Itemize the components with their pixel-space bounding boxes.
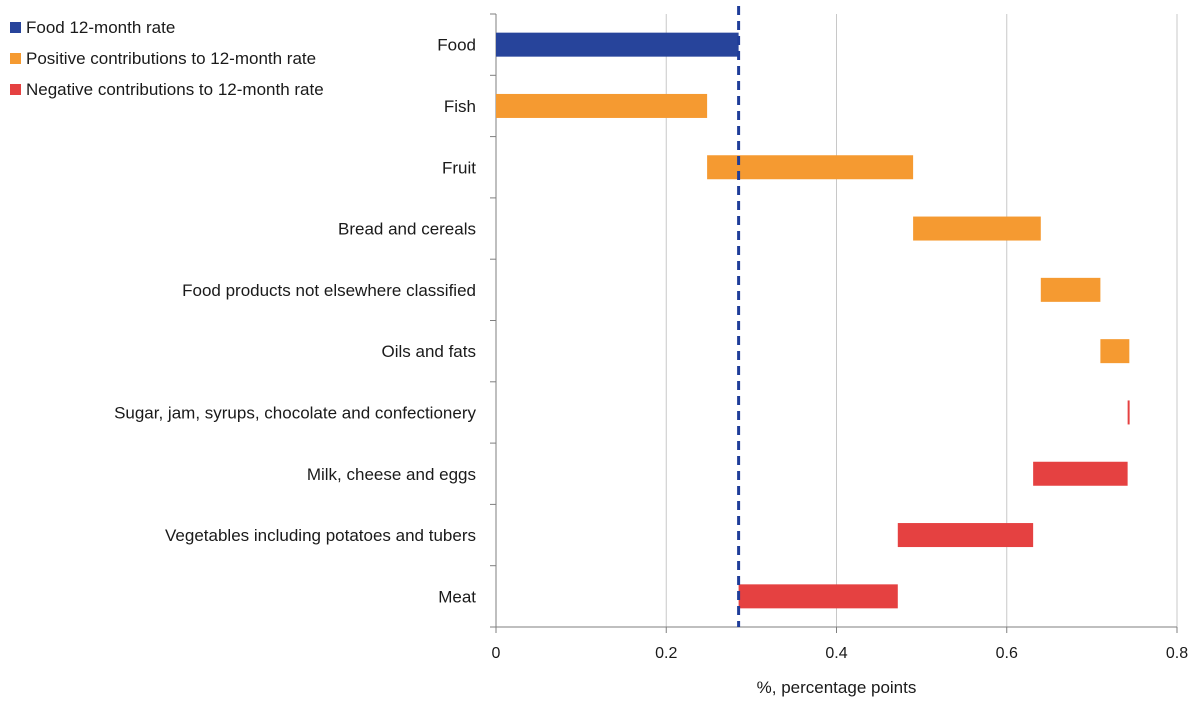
category-label: Food products not elsewhere classified (182, 281, 476, 300)
category-label: Milk, cheese and eggs (307, 465, 476, 484)
bar-food-products-not-elsewhere-classified (1040, 277, 1101, 302)
bar-fruit (707, 155, 914, 180)
category-label: Food (437, 36, 476, 55)
x-axis-title: %, percentage points (757, 678, 917, 697)
category-label: Sugar, jam, syrups, chocolate and confec… (114, 403, 476, 422)
category-label: Fruit (442, 158, 476, 177)
legend-swatch-positive (10, 53, 21, 64)
bar-fish (496, 93, 708, 118)
x-tick-label: 0.4 (825, 645, 847, 662)
category-label: Meat (438, 587, 476, 606)
category-label: Vegetables including potatoes and tubers (165, 526, 476, 545)
legend-item-positive: Positive contributions to 12-month rate (10, 43, 324, 74)
bar-bread-and-cereals (913, 216, 1041, 241)
chart-legend: Food 12-month rate Positive contribution… (10, 12, 324, 105)
category-label: Fish (444, 97, 476, 116)
bar-meat (738, 584, 898, 609)
legend-item-negative: Negative contributions to 12-month rate (10, 74, 324, 105)
bar-vegetables-including-potatoes-and-tubers (897, 523, 1034, 548)
bar-milk-cheese-and-eggs (1033, 461, 1128, 486)
bar-sugar-jam-syrups-chocolate-and-confectionery (1127, 400, 1130, 425)
legend-label-food-rate: Food 12-month rate (26, 17, 176, 37)
legend-label-negative: Negative contributions to 12-month rate (26, 79, 324, 99)
x-tick-label: 0.2 (655, 645, 677, 662)
category-label: Oils and fats (382, 342, 477, 361)
legend-label-positive: Positive contributions to 12-month rate (26, 48, 317, 68)
legend-item-food-rate: Food 12-month rate (10, 12, 324, 43)
bar-food (496, 32, 739, 57)
x-tick-label: 0.6 (996, 645, 1018, 662)
bar-oils-and-fats (1100, 339, 1130, 364)
legend-swatch-negative (10, 84, 21, 95)
x-tick-label: 0.8 (1166, 645, 1188, 662)
legend-swatch-food-rate (10, 22, 21, 33)
category-label: Bread and cereals (338, 220, 476, 239)
x-tick-label: 0 (492, 645, 501, 662)
